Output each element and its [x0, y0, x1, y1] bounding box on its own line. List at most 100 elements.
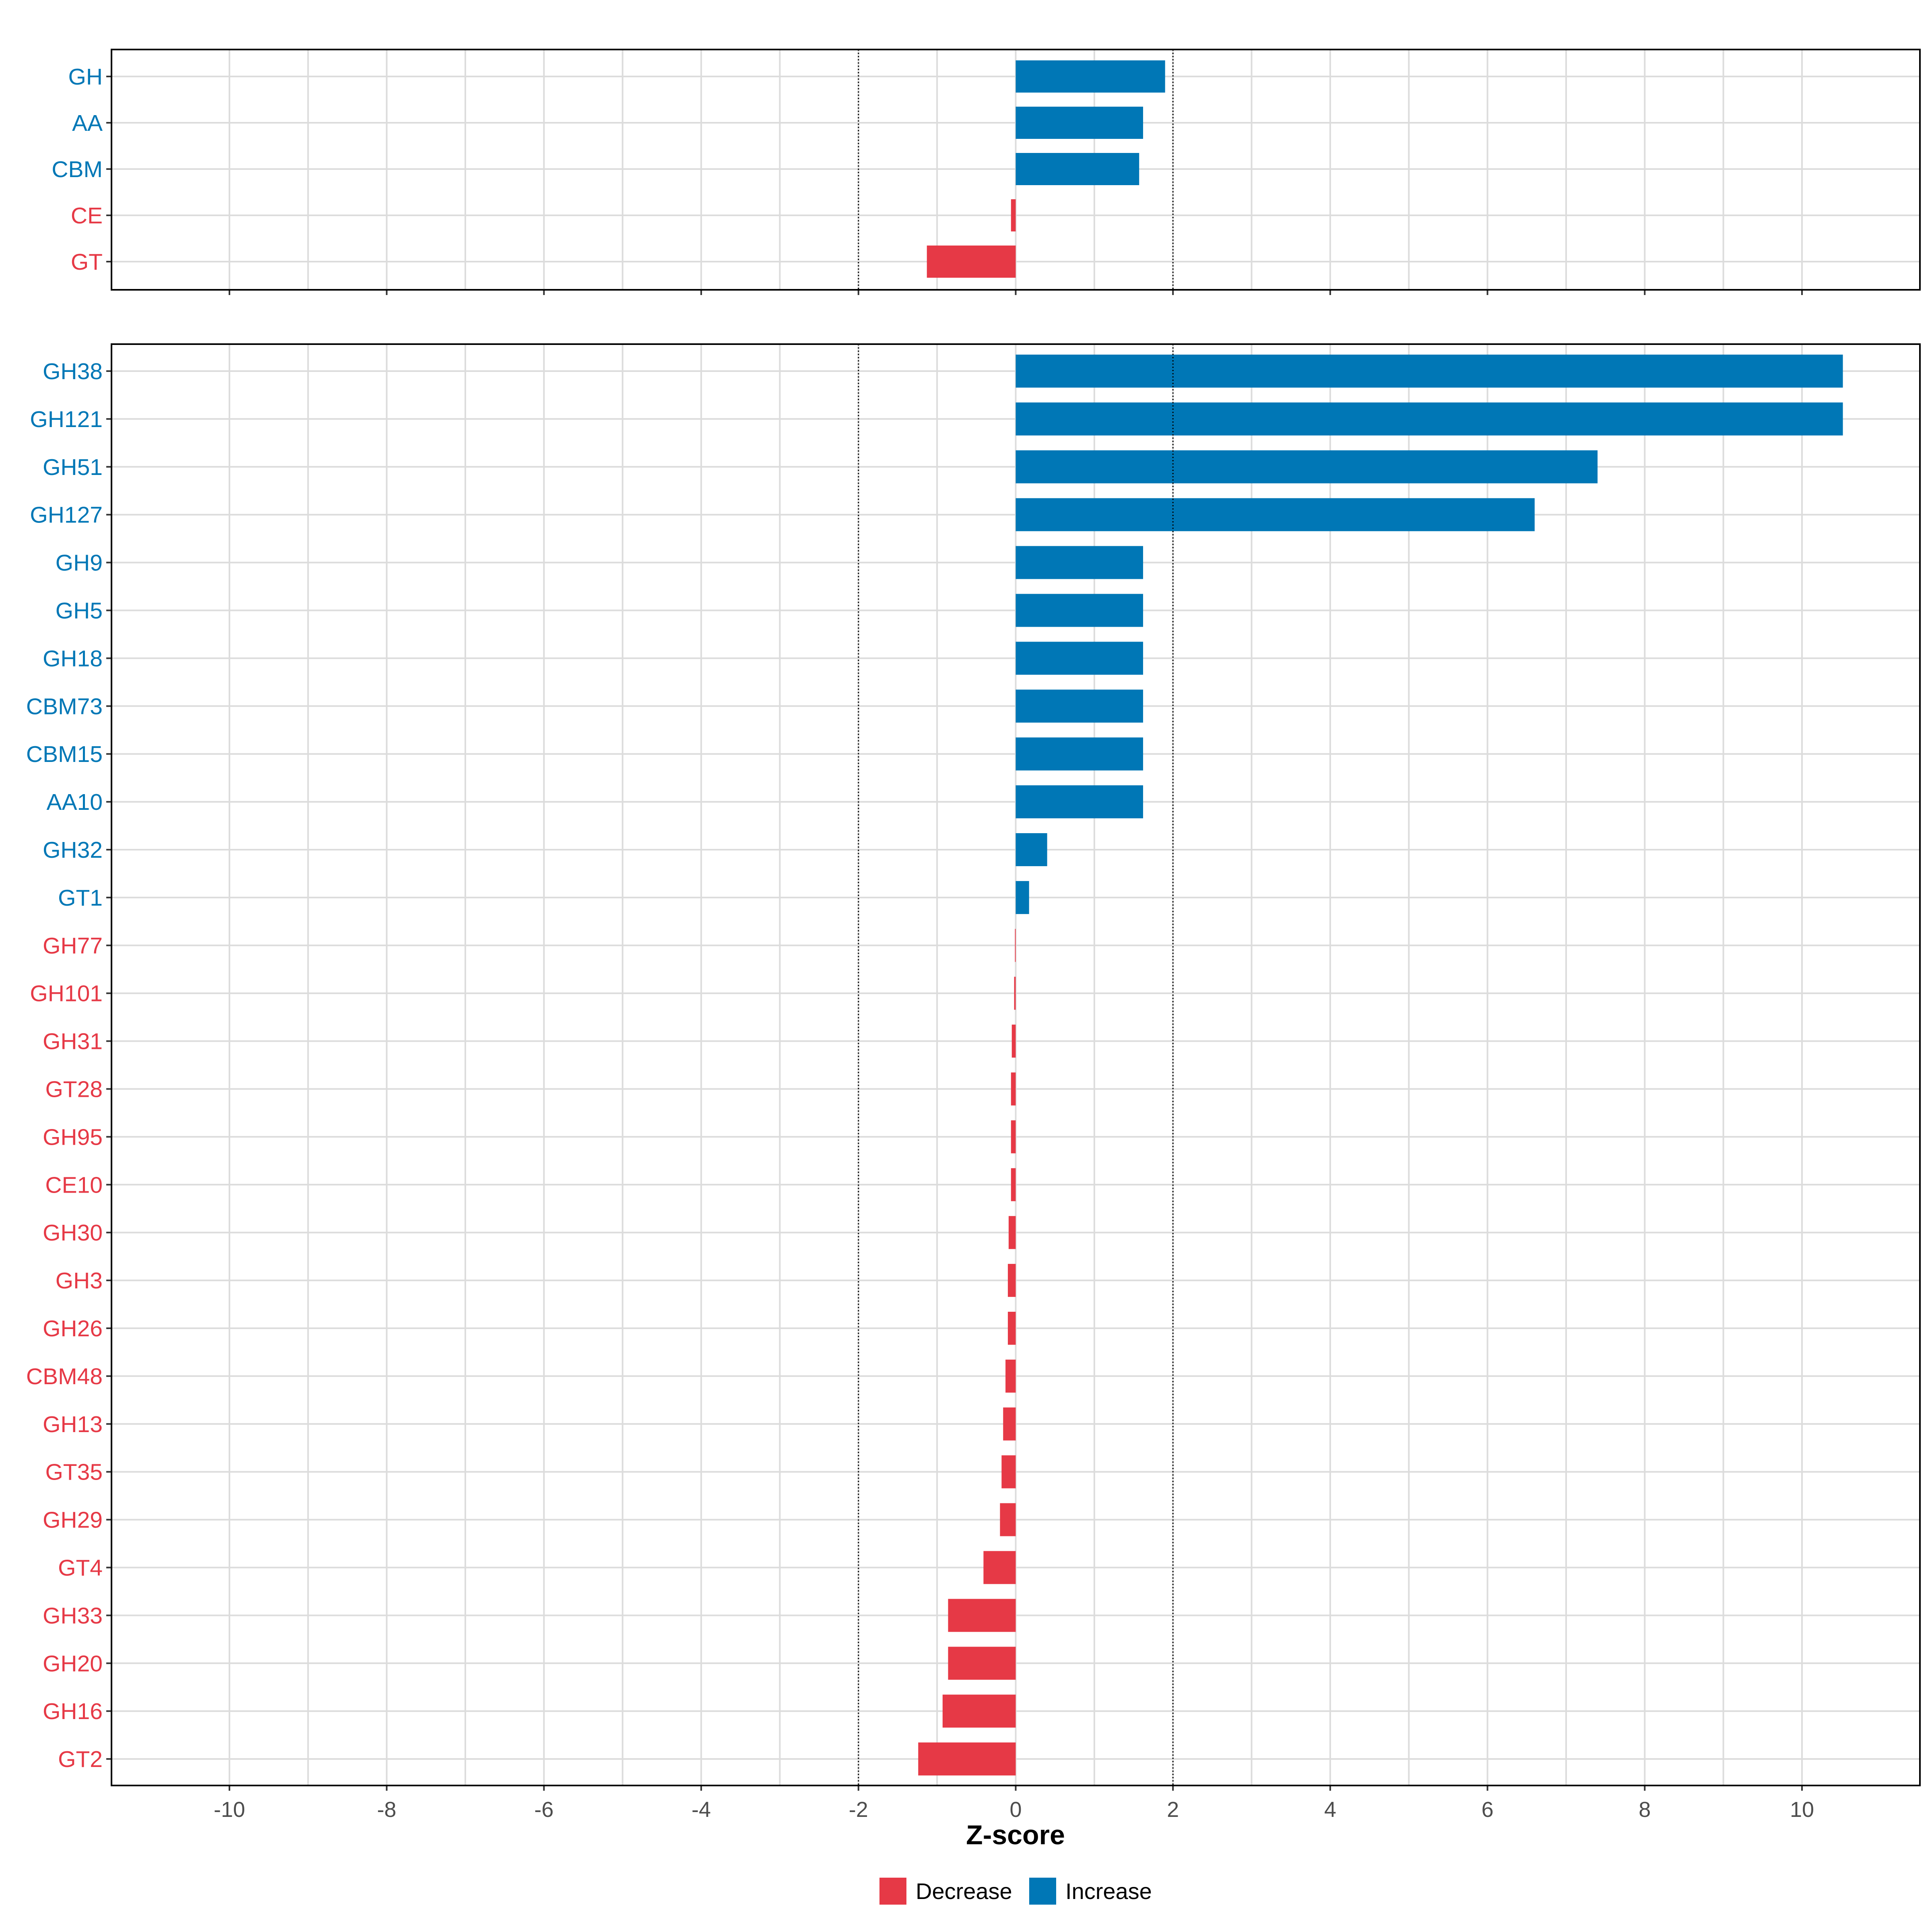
category-label: GH38 — [43, 359, 103, 384]
category-label: GH29 — [43, 1507, 103, 1533]
bar-CBM15 — [1016, 737, 1143, 771]
bar-GT4 — [983, 1551, 1016, 1584]
category-label: GH26 — [43, 1316, 103, 1342]
category-label: GH31 — [43, 1029, 103, 1055]
x-tick-label: -6 — [534, 1798, 553, 1822]
category-label: GH77 — [43, 933, 103, 959]
category-label: GH16 — [43, 1699, 103, 1724]
bar-GH29 — [1000, 1503, 1016, 1536]
x-tick-label: -10 — [214, 1798, 245, 1822]
x-tick-label: -2 — [849, 1798, 868, 1822]
category-label: GH18 — [43, 646, 103, 671]
bar-GH127 — [1016, 498, 1535, 531]
x-tick-label: 8 — [1639, 1798, 1651, 1822]
x-tick-label: 4 — [1324, 1798, 1336, 1822]
x-tick-label: 6 — [1482, 1798, 1494, 1822]
x-tick-label: -4 — [691, 1798, 711, 1822]
category-label: CBM73 — [26, 694, 103, 719]
bar-GT35 — [1001, 1455, 1016, 1488]
category-label: GH — [68, 64, 103, 90]
bar-GH51 — [1016, 450, 1598, 483]
bar-GH5 — [1016, 594, 1143, 627]
reference-lines — [858, 50, 1174, 290]
legend: Decrease Increase — [879, 1878, 1152, 1905]
panel-border — [111, 343, 1921, 1786]
bar-GH3 — [1007, 1264, 1016, 1297]
category-label: GT — [71, 249, 103, 275]
category-label: GH127 — [30, 502, 103, 528]
x-tick-label: 10 — [1790, 1798, 1814, 1822]
bar-GH31 — [1011, 1024, 1016, 1058]
bar-CBM48 — [1005, 1359, 1016, 1393]
bar-GH — [1016, 60, 1165, 93]
bar-GT1 — [1016, 881, 1029, 914]
category-label: GH51 — [43, 454, 103, 480]
legend-label: Increase — [1065, 1878, 1152, 1904]
category-label: GH5 — [56, 598, 103, 624]
bar-GH32 — [1016, 833, 1047, 866]
bar-GH101 — [1014, 976, 1016, 1010]
category-label: CBM — [52, 157, 103, 182]
category-label: GT2 — [58, 1746, 103, 1772]
x-tick-label: 2 — [1167, 1798, 1179, 1822]
bar-GH13 — [1003, 1407, 1016, 1441]
bar-CBM — [1016, 153, 1139, 185]
panel-class: GH AA CBM CE GT — [52, 49, 1921, 295]
legend-label: Decrease — [916, 1878, 1012, 1904]
x-tick-label: -8 — [377, 1798, 396, 1822]
panel-border — [111, 49, 1921, 291]
category-label: CBM48 — [26, 1364, 103, 1389]
bar-GH30 — [1008, 1216, 1016, 1249]
category-label: CE — [71, 203, 103, 229]
bar-GH33 — [948, 1599, 1016, 1632]
bar-GH95 — [1011, 1120, 1016, 1154]
bar-AA10 — [1016, 785, 1143, 819]
category-label: GH20 — [43, 1651, 103, 1676]
category-label: GT28 — [45, 1077, 103, 1102]
legend-item-increase: Increase — [1029, 1878, 1152, 1905]
category-label: GH101 — [30, 981, 103, 1007]
category-label: GH121 — [30, 407, 103, 432]
bar-GH26 — [1007, 1312, 1016, 1345]
bar-GT2 — [918, 1742, 1016, 1776]
x-ticks — [229, 1785, 1803, 1791]
bar-GH20 — [948, 1647, 1016, 1680]
category-label: GT4 — [58, 1555, 103, 1581]
bar-CE10 — [1011, 1168, 1016, 1201]
bar-GH77 — [1015, 929, 1016, 962]
legend-swatch — [1029, 1878, 1056, 1905]
x-axis: -10 -8 -6 -4 -2 0 2 4 6 8 10 — [214, 1798, 1814, 1822]
bar-GH9 — [1016, 546, 1143, 579]
legend-item-decrease: Decrease — [879, 1878, 1012, 1905]
bar-CE — [1011, 199, 1016, 231]
bar-GT — [927, 246, 1016, 278]
bar-GH121 — [1016, 402, 1843, 436]
bar-GH16 — [942, 1695, 1016, 1728]
reference-lines — [858, 344, 1174, 1785]
bar-GH18 — [1016, 642, 1143, 675]
bar-CBM73 — [1016, 689, 1143, 723]
x-ticks — [229, 290, 1803, 295]
bar-GT28 — [1011, 1072, 1016, 1106]
bar-AA — [1016, 107, 1143, 139]
category-label: GH3 — [56, 1268, 103, 1294]
bars — [918, 355, 1843, 1776]
category-label: GT1 — [58, 885, 103, 911]
bar-GH38 — [1016, 355, 1843, 388]
bars — [927, 60, 1165, 278]
category-label: CE10 — [45, 1172, 103, 1198]
panel-family: GH38 GH121 GH51 GH127 GH9 GH5 GH18 CBM73 CBM15 AA… — [26, 343, 1921, 1791]
x-axis-title: Z-score — [966, 1820, 1065, 1850]
plot-panels: GH AA CBM CE GT GH38 GH121 GH51 GH127 GH9 GH5 GH18 C… — [26, 49, 1921, 1791]
category-label: GH33 — [43, 1603, 103, 1629]
category-label: GH95 — [43, 1124, 103, 1150]
legend-swatch — [879, 1878, 906, 1905]
category-label: GH13 — [43, 1412, 103, 1437]
category-label: AA10 — [47, 789, 103, 815]
category-label: AA — [72, 110, 103, 136]
x-tick-label: 0 — [1009, 1798, 1022, 1822]
category-labels: GH38 GH121 GH51 GH127 GH9 GH5 GH18 CBM73 CBM15 AA… — [26, 359, 111, 1772]
category-label: GH30 — [43, 1220, 103, 1246]
